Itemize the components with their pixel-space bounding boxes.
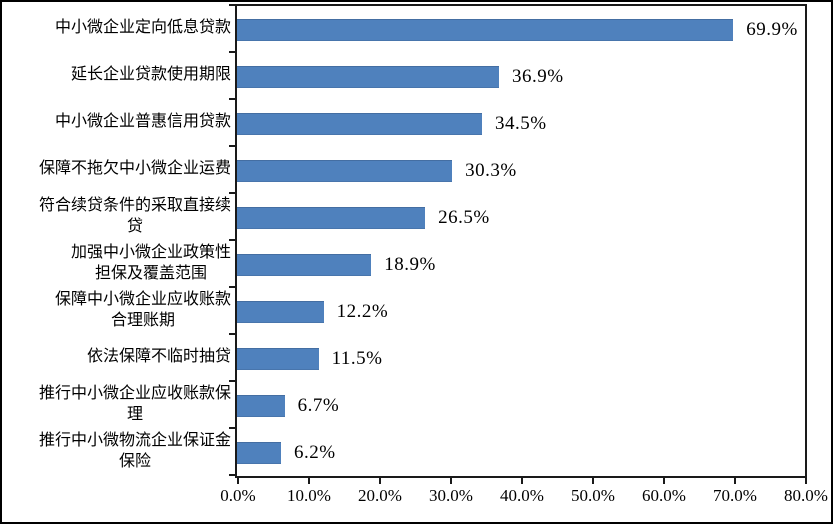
x-axis-tick-label: 0.0%: [220, 486, 256, 505]
x-axis-tick: [237, 478, 239, 484]
bar-row: 6.7%: [237, 382, 805, 429]
category-label: 依法保障不临时抽贷: [6, 333, 231, 380]
x-axis-tick-label: 10.0%: [287, 486, 331, 505]
x-axis-tick-label: 30.0%: [429, 486, 473, 505]
bar-row: 30.3%: [237, 147, 805, 194]
data-label: 26.5%: [438, 206, 490, 228]
category-label-text: 延长企业贷款使用期限: [70, 66, 231, 83]
data-label-container: 6.2%: [294, 429, 336, 476]
bar: [237, 65, 499, 88]
bar-row: 18.9%: [237, 241, 805, 288]
data-label: 69.9%: [746, 18, 798, 40]
data-label: 6.7%: [297, 394, 340, 416]
category-label-text: 推行中小微企业应收账款保 理: [38, 384, 231, 423]
data-label-container: 34.5%: [495, 100, 547, 147]
x-axis-tick: [450, 478, 452, 484]
data-label-container: 26.5%: [438, 194, 490, 241]
data-label-container: 69.9%: [746, 6, 798, 53]
category-label-text: 保障中小微企业应收账款 合理账期: [54, 290, 231, 329]
category-label-text: 符合续贷条件的采取直接续 贷: [38, 196, 231, 235]
y-axis-tick: [229, 239, 235, 241]
category-label-text: 推行中小微物流企业保证金 保险: [38, 431, 231, 470]
category-label: 加强中小微企业政策性 担保及覆盖范围: [6, 239, 231, 286]
category-label: 中小微企业普惠信用贷款: [6, 98, 231, 145]
category-label: 推行中小微企业应收账款保 理: [6, 380, 231, 427]
bar: [237, 253, 372, 276]
category-label-text: 加强中小微企业政策性 担保及覆盖范围: [70, 243, 231, 282]
x-axis-tick: [521, 478, 523, 484]
category-label-text: 依法保障不临时抽贷: [86, 348, 231, 365]
data-label: 11.5%: [331, 347, 383, 369]
category-label-text: 保障不拖欠中小微企业运费: [38, 160, 231, 177]
x-axis-tick-label: 80.0%: [784, 486, 828, 505]
data-label: 30.3%: [465, 159, 517, 181]
y-axis-tick: [229, 286, 235, 288]
bar: [237, 18, 734, 41]
bar-row: 12.2%: [237, 288, 805, 335]
x-axis-tick-label: 70.0%: [713, 486, 757, 505]
category-label: 保障中小微企业应收账款 合理账期: [6, 286, 231, 333]
x-axis-tick: [379, 478, 381, 484]
category-label: 中小微企业定向低息贷款: [6, 4, 231, 51]
category-label-text: 中小微企业定向低息贷款: [54, 19, 231, 36]
x-axis-tick: [592, 478, 594, 484]
category-label: 符合续贷条件的采取直接续 贷: [6, 192, 231, 239]
data-label: 18.9%: [384, 253, 436, 275]
data-label-container: 11.5%: [332, 335, 383, 382]
data-label: 6.2%: [294, 441, 336, 463]
bar: [237, 300, 324, 323]
x-axis-tick: [734, 478, 736, 484]
plot-area: 69.9% 36.9% 34.5% 30.3% 26.5% 18.9% 12.2% 11.5%…: [235, 4, 807, 478]
bar: [237, 206, 426, 229]
bar: [237, 394, 285, 417]
bar-row: 36.9%: [237, 53, 805, 100]
category-label: 保障不拖欠中小微企业运费: [6, 145, 231, 192]
bar: [237, 347, 319, 370]
bar: [237, 441, 282, 464]
bar-row: 11.5%: [237, 335, 805, 382]
y-axis-tick: [229, 192, 235, 194]
y-axis-tick: [229, 333, 235, 335]
y-axis-tick: [229, 4, 235, 6]
y-axis-tick: [229, 474, 235, 476]
y-axis-tick: [229, 98, 235, 100]
data-label: 34.5%: [494, 112, 547, 134]
data-label: 12.2%: [336, 300, 389, 322]
data-label-container: 6.7%: [298, 382, 340, 429]
bar-row: 69.9%: [237, 6, 805, 53]
x-axis-tick-label: 60.0%: [642, 486, 686, 505]
x-axis-tick: [805, 478, 807, 484]
bar: [237, 112, 482, 135]
y-axis-tick: [229, 427, 235, 429]
x-axis-tick-label: 50.0%: [571, 486, 615, 505]
data-label-container: 36.9%: [512, 53, 564, 100]
x-axis-tick-label: 20.0%: [358, 486, 402, 505]
bar-row: 34.5%: [237, 100, 805, 147]
data-label-container: 30.3%: [465, 147, 517, 194]
data-label-container: 12.2%: [337, 288, 389, 335]
x-axis-tick: [663, 478, 665, 484]
y-axis-tick: [229, 380, 235, 382]
category-label: 推行中小微物流企业保证金 保险: [6, 427, 231, 474]
bar-row: 6.2%: [237, 429, 805, 476]
bar: [237, 159, 453, 182]
y-axis-tick: [229, 51, 235, 53]
category-label: 延长企业贷款使用期限: [6, 51, 231, 98]
x-axis-tick: [308, 478, 310, 484]
data-label-container: 18.9%: [384, 241, 436, 288]
category-label-text: 中小微企业普惠信用贷款: [54, 113, 231, 130]
data-label: 36.9%: [511, 65, 564, 87]
y-axis-tick: [229, 145, 235, 147]
bar-row: 26.5%: [237, 194, 805, 241]
x-axis-tick-label: 40.0%: [500, 486, 544, 505]
